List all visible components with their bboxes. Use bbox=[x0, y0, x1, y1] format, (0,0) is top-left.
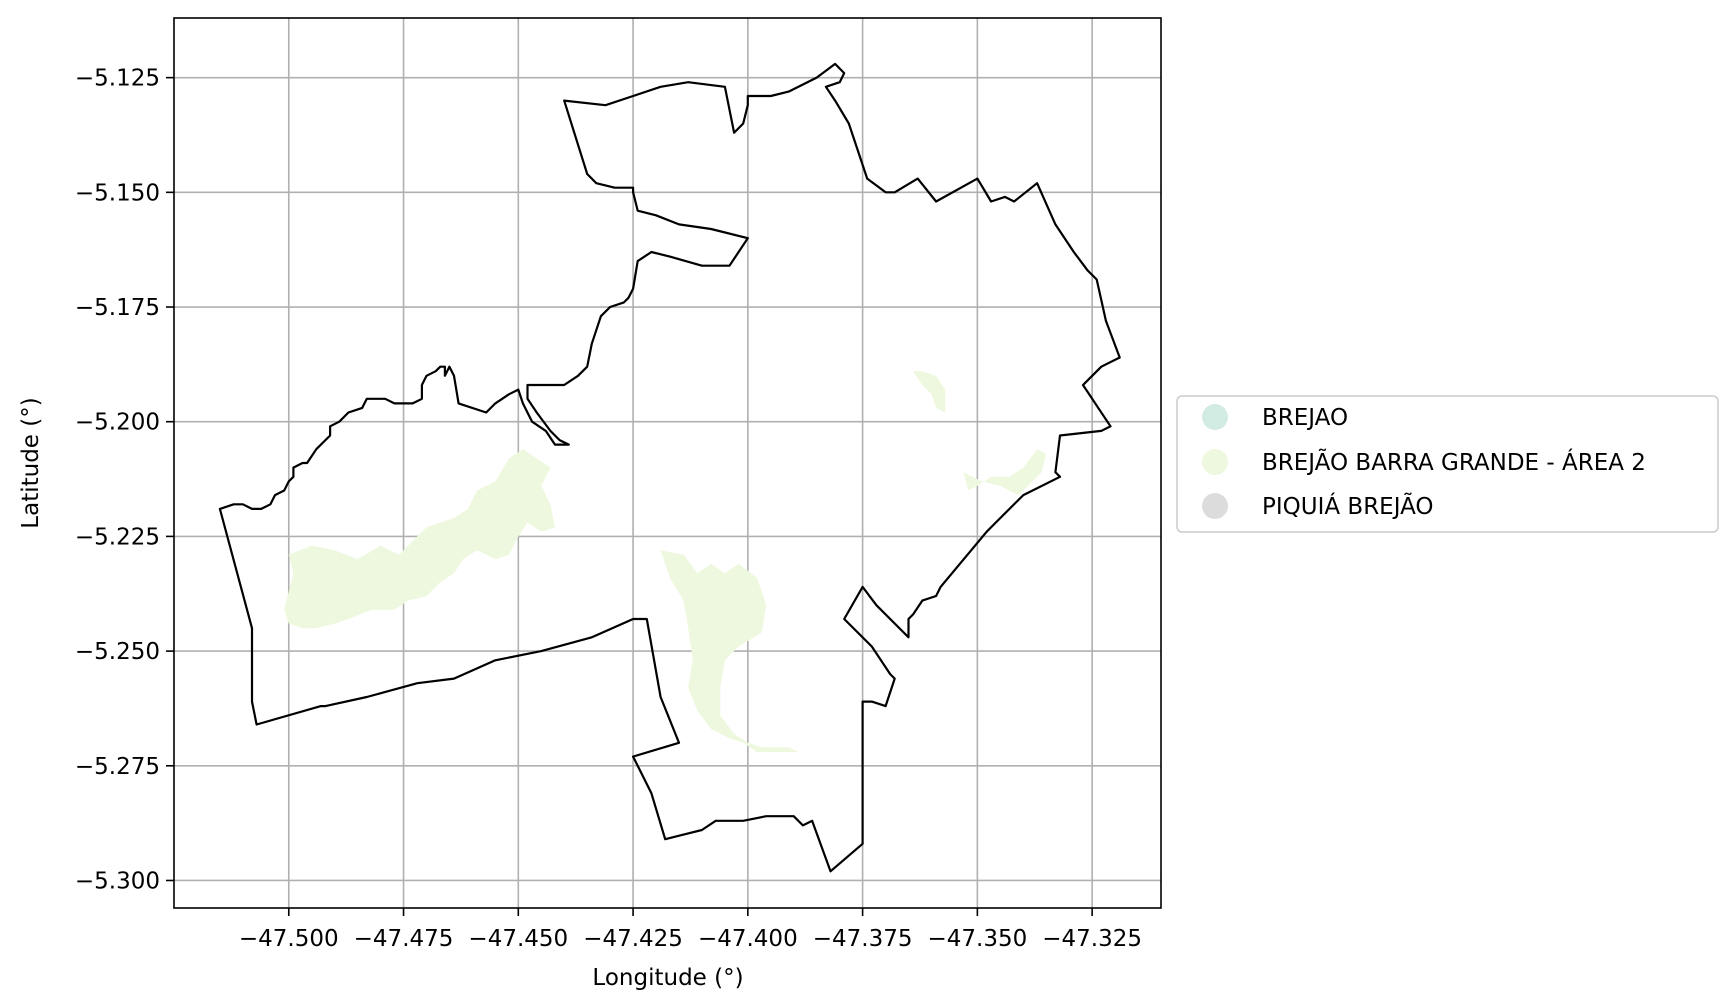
x-tick-label: −47.500 bbox=[239, 926, 339, 952]
legend-marker-brejao bbox=[1202, 404, 1228, 430]
y-tick-label: −5.250 bbox=[75, 639, 160, 665]
legend-label-brejao: BREJAO bbox=[1262, 405, 1348, 431]
x-tick-label: −47.425 bbox=[583, 926, 683, 952]
x-tick-label: −47.375 bbox=[813, 926, 913, 952]
wetland-patch bbox=[913, 371, 946, 413]
axes-frame bbox=[173, 17, 1162, 909]
x-axis-label: Longitude (°) bbox=[592, 965, 743, 991]
legend-label-brejao-barra-grande: BREJÃO BARRA GRANDE - ÁREA 2 bbox=[1262, 448, 1646, 476]
x-tick-label: −47.475 bbox=[354, 926, 454, 952]
y-tick-label: −5.300 bbox=[75, 868, 160, 894]
y-tick-label: −5.150 bbox=[75, 180, 160, 206]
legend: BREJAO BREJÃO BARRA GRANDE - ÁREA 2 PIQU… bbox=[1176, 395, 1719, 533]
wetland-patches bbox=[284, 371, 1047, 752]
x-axis-ticks: −47.500 −47.475 −47.450 −47.425 −47.400 −47.3… bbox=[239, 908, 1142, 952]
y-tick-label: −5.200 bbox=[75, 410, 160, 436]
wetland-patch bbox=[284, 449, 555, 629]
legend-label-piquia-brejao: PIQUIÁ BREJÃO bbox=[1262, 492, 1434, 520]
x-tick-label: −47.450 bbox=[468, 926, 568, 952]
boundary-outline bbox=[218, 62, 1121, 873]
municipality-boundary bbox=[218, 62, 1121, 873]
x-tick-label: −47.325 bbox=[1042, 926, 1142, 952]
y-axis-ticks: −5.125 −5.150 −5.175 −5.200 −5.225 −5.250 −5.2… bbox=[75, 66, 174, 894]
wetland-patch bbox=[660, 550, 799, 752]
legend-marker-brejao-barra-grande bbox=[1202, 449, 1228, 475]
y-axis-label: Latitude (°) bbox=[18, 397, 44, 528]
y-tick-label: −5.125 bbox=[75, 66, 160, 92]
y-tick-label: −5.175 bbox=[75, 295, 160, 321]
x-tick-label: −47.350 bbox=[927, 926, 1027, 952]
y-tick-label: −5.225 bbox=[75, 524, 160, 550]
legend-box bbox=[1176, 395, 1719, 533]
wetland-patch bbox=[963, 449, 1047, 496]
x-tick-label: −47.400 bbox=[698, 926, 798, 952]
y-tick-label: −5.275 bbox=[75, 754, 160, 780]
legend-marker-piquia-brejao bbox=[1202, 493, 1228, 519]
gridlines bbox=[174, 18, 1161, 908]
